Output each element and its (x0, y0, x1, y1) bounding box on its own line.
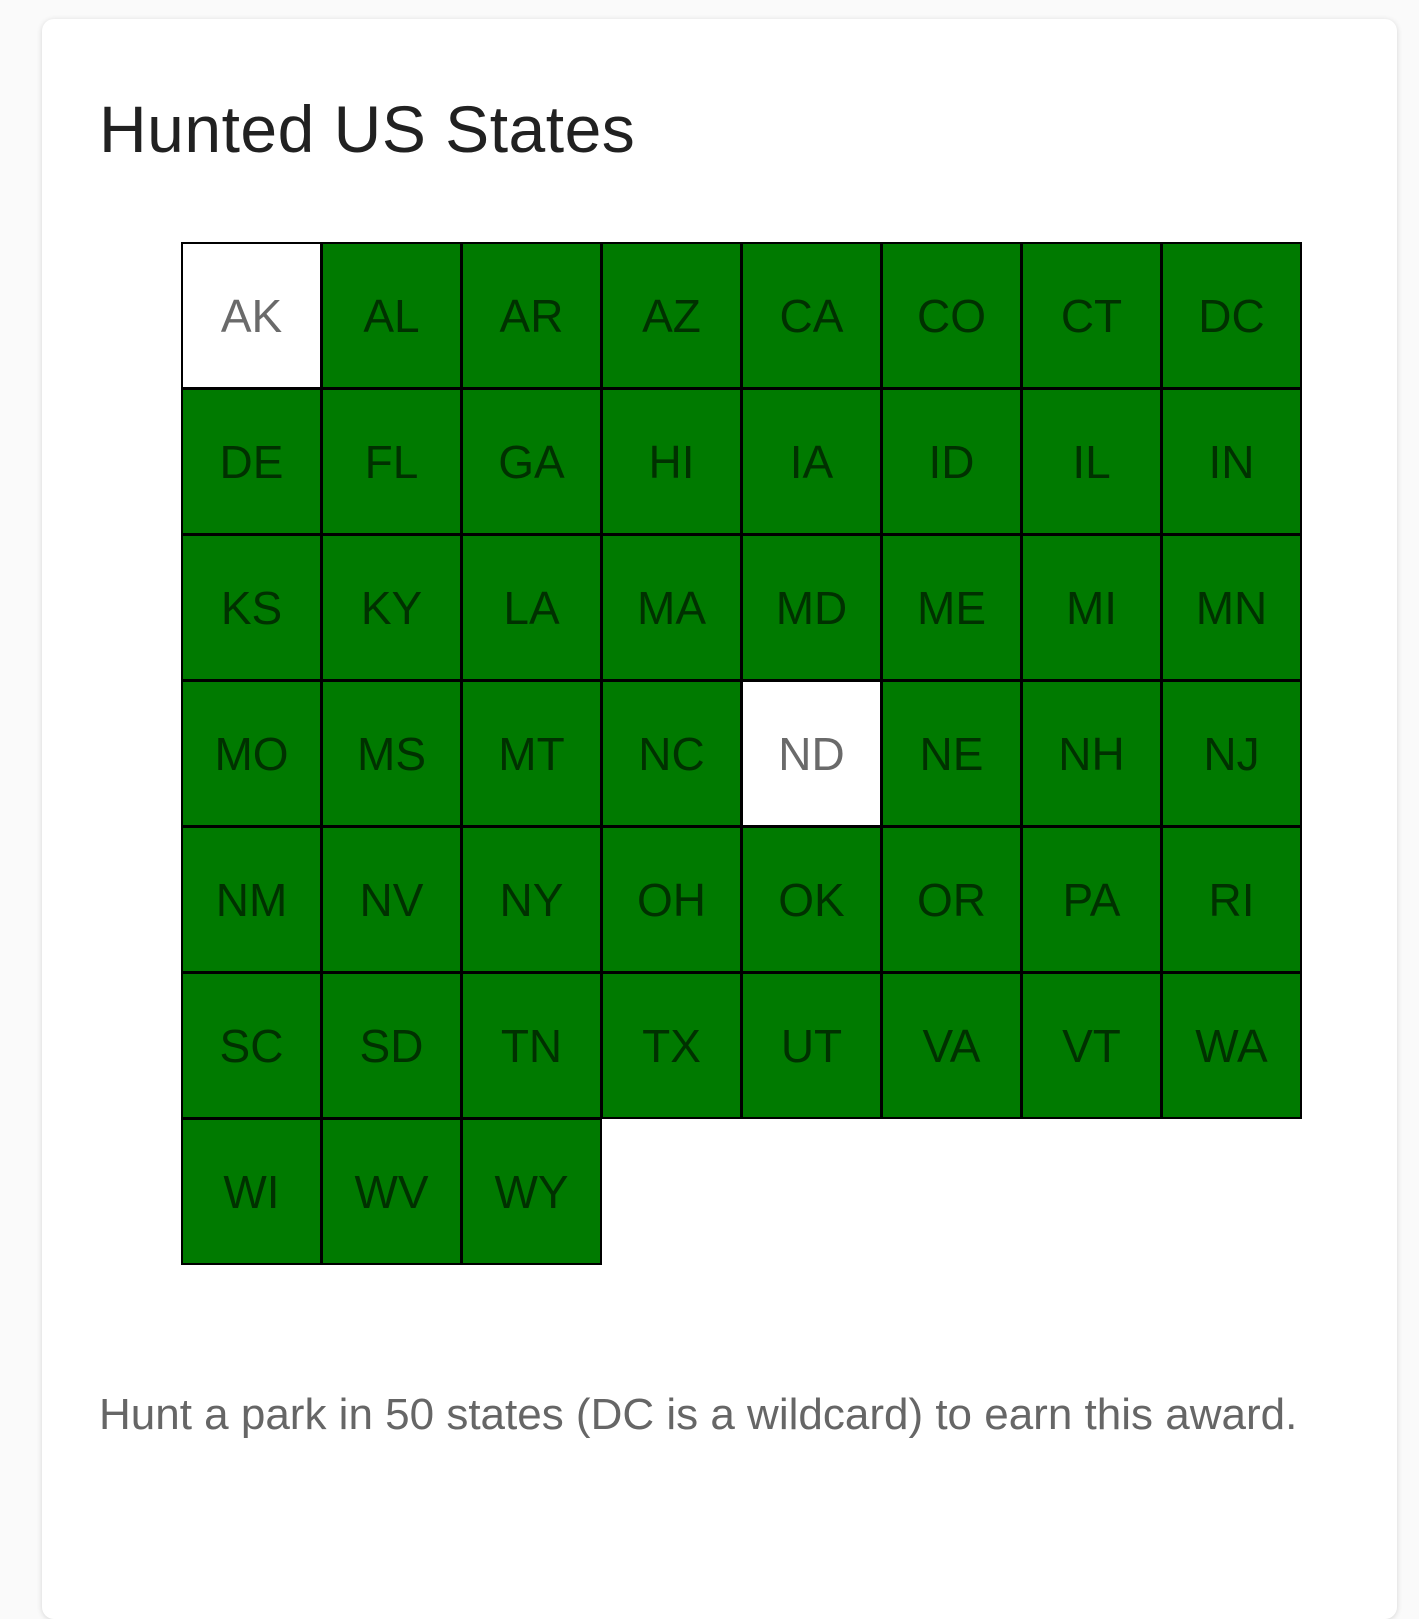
state-cell-vt: VT (1021, 972, 1162, 1119)
state-cell-nj: NJ (1161, 680, 1302, 827)
state-cell-ky: KY (321, 534, 462, 681)
states-grid: AK AL AR AZ CA CO CT DC DE FL GA HI IA ID IL IN KS KY LA MA… (181, 242, 1302, 1265)
card-title: Hunted US States (99, 92, 636, 166)
state-cell-dc: DC (1161, 242, 1302, 389)
state-cell-wv: WV (321, 1118, 462, 1265)
state-cell-tx: TX (601, 972, 742, 1119)
state-cell-ok: OK (741, 826, 882, 973)
state-cell-mi: MI (1021, 534, 1162, 681)
state-cell-nv: NV (321, 826, 462, 973)
state-cell-la: LA (461, 534, 602, 681)
state-cell-ar: AR (461, 242, 602, 389)
state-cell-wa: WA (1161, 972, 1302, 1119)
state-cell-sc: SC (181, 972, 322, 1119)
state-cell-wi: WI (181, 1118, 322, 1265)
state-cell-in: IN (1161, 388, 1302, 535)
state-cell-me: ME (881, 534, 1022, 681)
state-cell-va: VA (881, 972, 1022, 1119)
state-cell-ct: CT (1021, 242, 1162, 389)
state-cell-hi: HI (601, 388, 742, 535)
state-cell-ms: MS (321, 680, 462, 827)
state-cell-mo: MO (181, 680, 322, 827)
state-cell-nm: NM (181, 826, 322, 973)
state-cell-sd: SD (321, 972, 462, 1119)
state-cell-oh: OH (601, 826, 742, 973)
state-cell-or: OR (881, 826, 1022, 973)
state-cell-ny: NY (461, 826, 602, 973)
state-cell-fl: FL (321, 388, 462, 535)
state-cell-ak: AK (181, 242, 322, 389)
state-cell-wy: WY (461, 1118, 602, 1265)
state-cell-co: CO (881, 242, 1022, 389)
state-cell-ca: CA (741, 242, 882, 389)
state-cell-mn: MN (1161, 534, 1302, 681)
state-cell-tn: TN (461, 972, 602, 1119)
state-cell-ut: UT (741, 972, 882, 1119)
state-cell-nh: NH (1021, 680, 1162, 827)
award-card: Hunted US States AK AL AR AZ CA CO CT DC DE FL GA H… (42, 19, 1397, 1619)
state-cell-nd: ND (741, 680, 882, 827)
state-cell-nc: NC (601, 680, 742, 827)
state-cell-mt: MT (461, 680, 602, 827)
state-cell-al: AL (321, 242, 462, 389)
state-cell-ne: NE (881, 680, 1022, 827)
state-cell-de: DE (181, 388, 322, 535)
state-cell-ri: RI (1161, 826, 1302, 973)
state-cell-il: IL (1021, 388, 1162, 535)
state-cell-md: MD (741, 534, 882, 681)
state-cell-ks: KS (181, 534, 322, 681)
award-description: Hunt a park in 50 states (DC is a wildca… (99, 1390, 1298, 1439)
state-cell-pa: PA (1021, 826, 1162, 973)
state-cell-ia: IA (741, 388, 882, 535)
state-cell-ma: MA (601, 534, 742, 681)
state-cell-ga: GA (461, 388, 602, 535)
state-cell-id: ID (881, 388, 1022, 535)
state-cell-az: AZ (601, 242, 742, 389)
